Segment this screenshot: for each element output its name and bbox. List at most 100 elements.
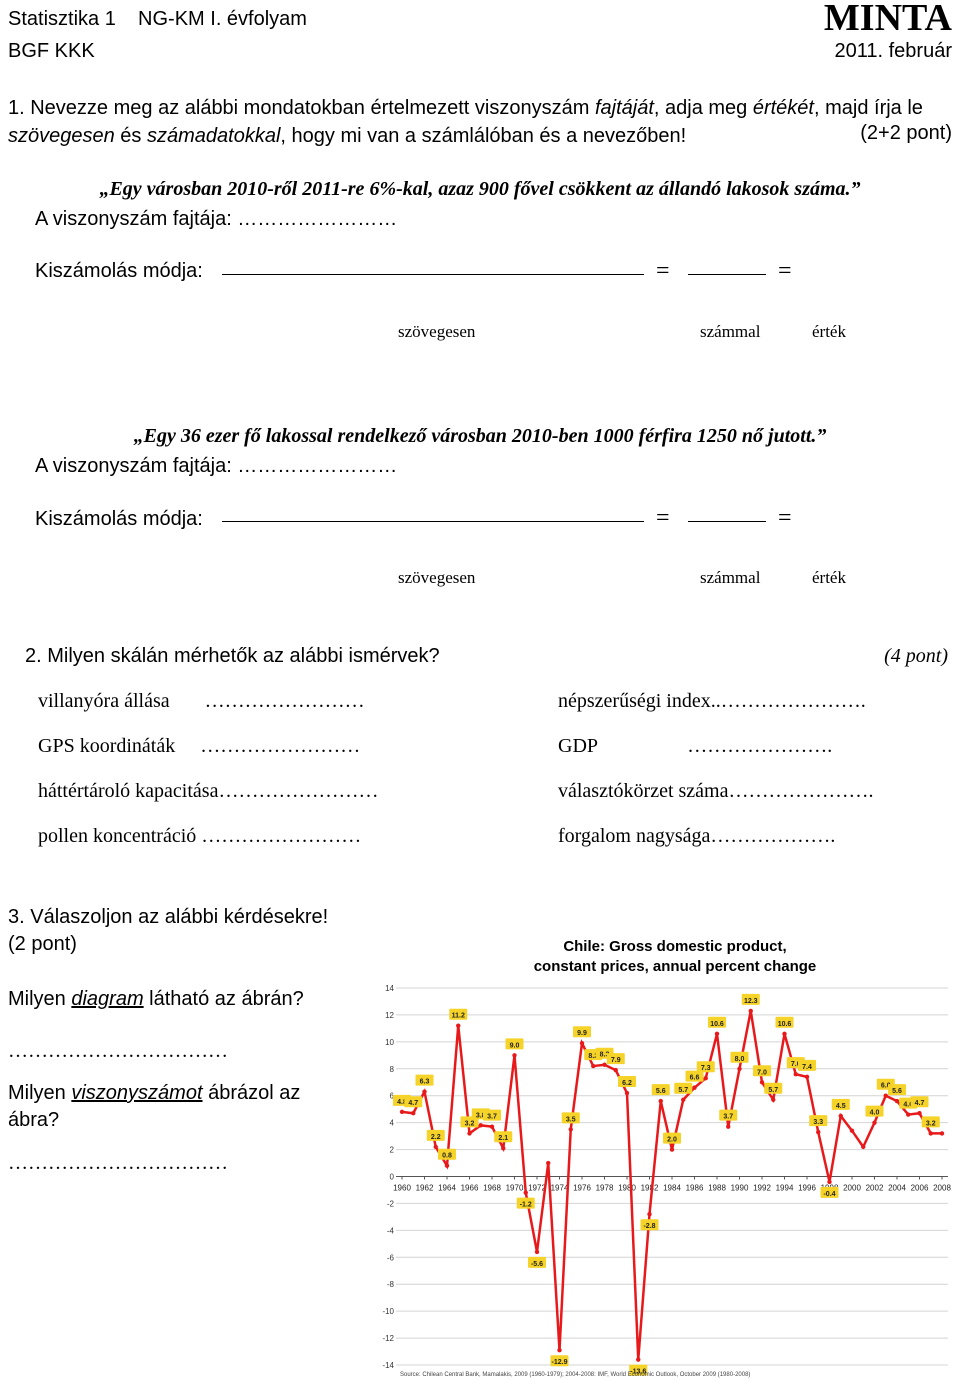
data-point — [602, 1062, 607, 1067]
x-tick-label: 1974 — [551, 1184, 569, 1193]
label-box — [674, 1082, 693, 1094]
value-label: 3.7 — [723, 1114, 733, 1121]
label-box — [573, 1026, 591, 1038]
value-label: 5.6 — [892, 1088, 902, 1095]
answer-line: …………………………… — [8, 1152, 228, 1174]
chart-source: Source: Chilean Central Bank, Mamalakis,… — [400, 1372, 750, 1378]
data-point — [624, 1090, 630, 1096]
label-box — [640, 1219, 659, 1231]
item: pollen koncentráció …………………… — [38, 825, 362, 847]
x-tick-label: 1982 — [641, 1184, 659, 1193]
data-point — [894, 1098, 900, 1104]
value-label: 8.3 — [600, 1052, 610, 1059]
label-box — [685, 1070, 704, 1082]
data-point — [737, 1066, 742, 1071]
q1-prompt: 1. Nevezze meg az alábbi mondatokban ért… — [8, 94, 952, 150]
value-label: 3.7 — [487, 1114, 497, 1121]
type-label: A viszonyszám fajtája: …………………… — [35, 455, 398, 477]
y-tick-label: 0 — [390, 1173, 395, 1182]
institute: BGF KKK — [8, 40, 95, 62]
data-point — [444, 1163, 450, 1168]
y-tick-label: -4 — [387, 1226, 395, 1235]
data-point — [939, 1131, 945, 1136]
x-tick-label: 1992 — [753, 1184, 771, 1193]
data-point — [703, 1076, 708, 1081]
label-box — [719, 1109, 738, 1121]
label-box — [910, 1096, 929, 1108]
value-label: 12.3 — [744, 998, 758, 1005]
answer-label: érték — [812, 568, 846, 587]
x-tick-label: 2008 — [933, 1184, 951, 1193]
label-box — [764, 1082, 783, 1094]
y-tick-label: -10 — [382, 1307, 394, 1316]
value-label: 5.7 — [768, 1087, 778, 1094]
label-box — [629, 1364, 648, 1376]
label-box — [404, 1096, 423, 1108]
x-tick-label: 2006 — [911, 1184, 929, 1193]
value-label: 2.2 — [431, 1134, 441, 1141]
value-label: 3.2 — [465, 1120, 475, 1127]
answer-line: …………………………… — [8, 1040, 228, 1062]
label-box — [618, 1076, 636, 1088]
x-tick-label: 1972 — [528, 1184, 546, 1193]
value-label: 4.8 — [397, 1099, 407, 1106]
value-label: 3.5 — [566, 1116, 576, 1123]
text: , majd írja le — [814, 97, 923, 119]
value-label: 10.6 — [710, 1021, 724, 1028]
label-box — [798, 1059, 816, 1071]
data-point — [759, 1080, 765, 1085]
x-tick-label: 1990 — [731, 1184, 749, 1193]
data-point — [546, 1160, 551, 1166]
y-tick-label: -14 — [382, 1361, 394, 1370]
stamp: MINTA — [823, 0, 952, 39]
label-box — [741, 993, 760, 1005]
x-tick-label: 1966 — [461, 1184, 479, 1193]
data-point — [523, 1190, 528, 1195]
value-label: -12.9 — [552, 1359, 568, 1366]
x-tick-label: 1960 — [393, 1184, 411, 1193]
label-box — [494, 1131, 513, 1143]
data-point — [613, 1067, 618, 1073]
label-box — [651, 1084, 670, 1096]
text: diagram — [71, 988, 144, 1010]
value-label: 4.5 — [836, 1103, 846, 1110]
course: Statisztika 1 NG-KM I. évfolyam — [8, 8, 307, 30]
data-point — [906, 1112, 911, 1117]
value-label: 10.6 — [778, 1021, 792, 1028]
text: viszonyszámot — [71, 1082, 203, 1104]
value-label: -5.6 — [531, 1261, 543, 1268]
value-label: 7.0 — [757, 1069, 767, 1076]
statement: „Egy városban 2010-ről 2011-re 6%-kal, a… — [99, 178, 861, 200]
x-tick-label: 2002 — [866, 1184, 884, 1193]
x-tick-label: 1976 — [573, 1184, 591, 1193]
answer-label: szövegesen — [398, 568, 476, 587]
data-point — [579, 1041, 585, 1046]
value-label: 4.0 — [870, 1110, 880, 1117]
equals: = — [656, 505, 670, 531]
q2-prompt: 2. Milyen skálán mérhetők az alábbi ismé… — [25, 645, 440, 667]
data-point — [748, 1008, 753, 1014]
x-tick-label: 1978 — [596, 1184, 614, 1193]
label-box — [663, 1132, 681, 1144]
date: 2011. február — [834, 40, 953, 62]
q2-points: (4 pont) — [884, 645, 948, 667]
y-tick-label: 6 — [390, 1092, 395, 1101]
value-label: 8.0 — [735, 1056, 745, 1063]
item: választókörzet száma…………………. — [558, 780, 874, 802]
data-point — [816, 1129, 821, 1135]
label-box — [696, 1061, 715, 1073]
data-point — [411, 1111, 416, 1116]
y-tick-label: -12 — [382, 1334, 394, 1343]
value-label: -0.4 — [823, 1191, 835, 1198]
value-label: -2.8 — [643, 1223, 655, 1230]
data-point — [591, 1063, 596, 1069]
q3-prompt: 3. Válaszoljon az alábbi kérdésekre! — [8, 906, 329, 928]
label-box — [505, 1038, 524, 1050]
equals: = — [778, 505, 792, 531]
label-box — [426, 1129, 445, 1141]
data-point — [557, 1347, 562, 1353]
label-box — [606, 1053, 625, 1065]
item: GPS koordináták …………………… — [38, 735, 361, 757]
x-tick-label: 1970 — [506, 1184, 524, 1193]
